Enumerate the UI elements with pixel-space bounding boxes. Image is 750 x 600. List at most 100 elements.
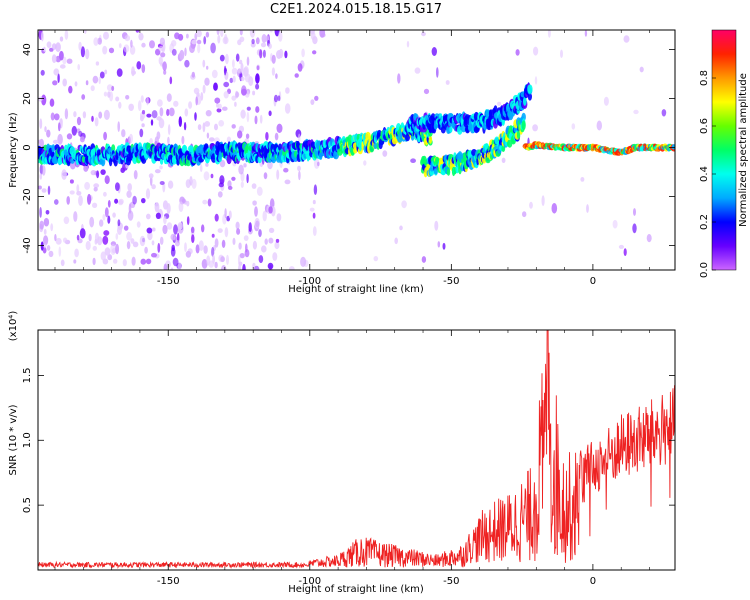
noise-blob [254,217,260,229]
noise-blob [58,246,62,257]
noise-blob [437,241,441,248]
noise-blob [399,225,403,231]
noise-blob [278,48,284,59]
noise-blob [268,227,275,233]
noise-blob [275,73,278,79]
noise-blob [146,227,153,234]
noise-blob [237,130,243,139]
noise-blob [159,107,164,117]
noise-blob [125,95,130,100]
noise-blob [232,75,236,83]
noise-blob [243,235,249,242]
noise-blob [52,139,59,144]
noise-blob [410,158,416,163]
ridge-point [446,168,451,176]
noise-blob [547,30,551,38]
noise-blob [522,211,527,218]
noise-blob [255,106,260,113]
colorbar-tick-label: 0.6 [699,118,710,134]
noise-blob [59,36,64,42]
noise-blob [184,242,187,253]
noise-blob [276,123,283,133]
noise-blob [255,73,260,84]
noise-blob [212,254,216,264]
y-tick-label: -20 [22,188,33,204]
noise-blob [138,32,144,41]
noise-blob [85,80,89,86]
noise-blob [227,185,233,190]
noise-blob [268,237,274,244]
noise-blob [163,263,168,270]
noise-blob [203,36,207,45]
noise-blob [633,208,636,216]
noise-blob [84,30,87,34]
noise-blob [259,49,263,59]
noise-blob [661,109,667,117]
noise-blob [274,241,280,250]
noise-blob [60,259,65,267]
noise-blob [159,236,164,245]
noise-blob [226,136,231,143]
noise-blob [262,49,266,58]
noise-blob [41,31,44,42]
noise-blob [76,234,80,241]
noise-blob [234,101,237,107]
noise-blob [255,37,260,45]
noise-blob [167,124,171,136]
noise-blob [130,39,133,48]
noise-blob [55,237,62,245]
noise-blob [246,173,249,184]
noise-blob [194,112,197,121]
noise-blob [186,33,189,39]
noise-blob [196,30,202,38]
noise-blob [497,101,502,106]
noise-blob [107,215,111,224]
noise-blob [163,216,167,225]
noise-blob [117,219,121,227]
noise-blob [78,41,82,51]
noise-blob [203,245,208,254]
noise-blob [158,45,165,52]
noise-blob [242,67,249,77]
noise-blob [174,32,180,40]
noise-blob [59,50,64,61]
noise-blob [39,207,42,218]
bottom-y-axis-label: SNR (10 * v/v) [8,404,19,475]
noise-blob [225,53,229,65]
noise-blob [436,67,439,78]
noise-blob [237,39,242,46]
noise-blob [140,115,144,122]
noise-blob [202,122,206,133]
noise-blob [278,31,283,42]
noise-blob [397,73,401,84]
noise-blob [213,82,218,91]
noise-blob [264,238,268,245]
colorbar: 0.0 0.2 0.4 0.6 0.8 Normalized spectral ampl… [699,29,749,278]
noise-blob [224,208,227,219]
noise-blob [157,242,161,253]
noise-blob [301,48,305,58]
noise-blob [47,185,51,195]
noise-blob [229,77,234,84]
noise-blob [141,110,146,115]
noise-blob [48,250,54,258]
noise-blob [237,68,244,74]
noise-blob [214,238,219,248]
noise-blob [190,226,195,234]
ridge-point [449,126,453,133]
noise-blob [312,36,318,45]
noise-blob [206,132,210,139]
noise-blob [39,173,43,180]
noise-blob [276,169,280,180]
noise-blob [179,49,185,61]
noise-blob [128,203,132,214]
noise-blob [228,210,232,219]
noise-blob [131,256,136,266]
noise-blob [214,261,218,269]
noise-blob [201,224,205,233]
noise-blob [217,34,221,44]
noise-blob [173,100,179,107]
noise-blob [258,229,262,238]
noise-blob [166,108,170,117]
noise-blob [231,124,236,129]
